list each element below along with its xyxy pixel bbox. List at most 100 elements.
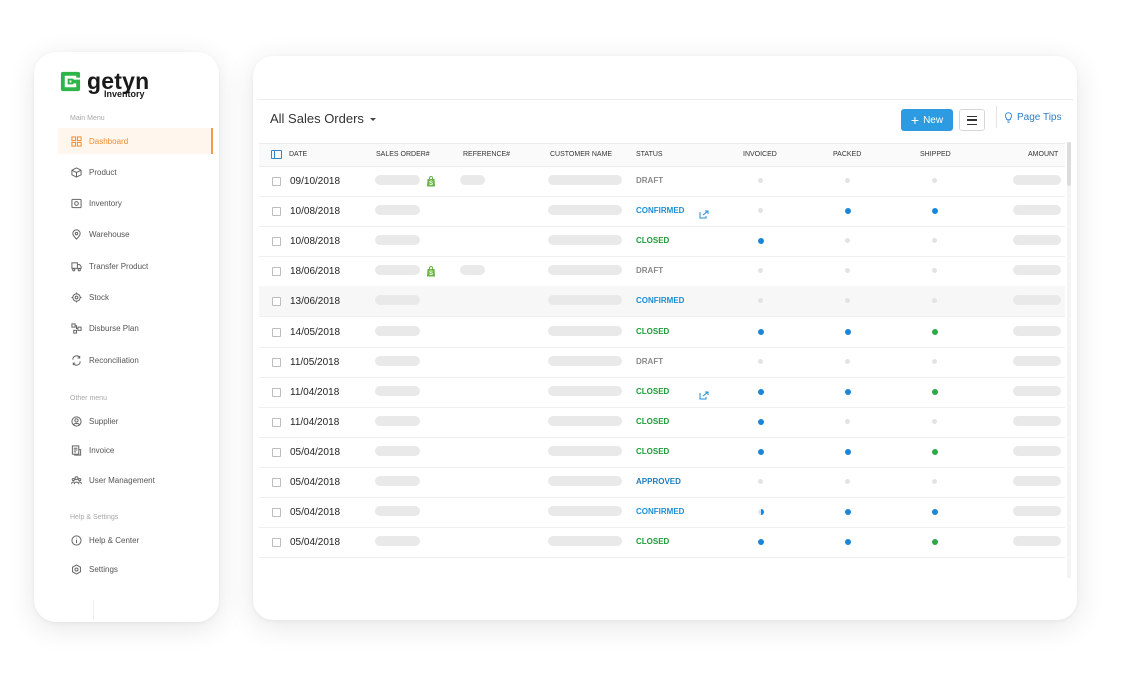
external-link-icon[interactable] xyxy=(699,387,709,400)
column-header-reference[interactable]: REFERENCE# xyxy=(463,151,511,158)
table-row[interactable]: 11/05/2018 DRAFT xyxy=(259,347,1065,378)
row-checkbox[interactable] xyxy=(272,357,281,367)
view-selector[interactable]: All Sales Orders xyxy=(270,111,376,126)
table-row[interactable]: 18/06/2018 S DRAFT xyxy=(259,256,1065,288)
sidebar-item-stock[interactable]: Stock xyxy=(58,285,211,311)
sidebar-item-supplier[interactable]: Supplier xyxy=(58,408,211,434)
invoiced-status-dot xyxy=(758,328,764,335)
scrollbar-track[interactable] xyxy=(1067,142,1071,578)
sidebar-item-label: Settings xyxy=(89,565,118,575)
table-row[interactable]: 11/04/2018 CLOSED xyxy=(259,377,1065,408)
amount-placeholder xyxy=(1013,205,1061,216)
invoiced-status-dot xyxy=(758,479,763,484)
order-date: 10/08/2018 xyxy=(290,206,341,218)
row-checkbox[interactable] xyxy=(272,447,281,457)
amount-placeholder xyxy=(1013,235,1061,246)
row-checkbox[interactable] xyxy=(272,267,281,277)
invoiced-status-dot xyxy=(758,238,764,245)
customer-name-placeholder xyxy=(548,536,622,547)
row-checkbox[interactable] xyxy=(272,387,281,397)
sidebar-item-help-center[interactable]: Help & Center xyxy=(58,527,211,553)
sidebar-item-reconciliation[interactable]: Reconciliation xyxy=(58,347,211,373)
column-header-date[interactable]: DATE xyxy=(289,151,308,158)
user-circle-icon xyxy=(70,415,82,427)
sidebar-item-label: Invoice xyxy=(89,446,115,456)
location-pin-icon xyxy=(70,229,82,241)
sidebar-item-disburse-plan[interactable]: Disburse Plan xyxy=(58,316,211,342)
invoiced-status-dot xyxy=(758,358,763,364)
scrollbar-thumb[interactable] xyxy=(1067,142,1071,186)
row-checkbox[interactable] xyxy=(272,237,281,247)
table-row[interactable]: 05/04/2018 APPROVED xyxy=(259,467,1065,498)
sidebar-item-user-management[interactable]: User Management xyxy=(58,467,211,493)
table-row[interactable]: 09/10/2018 S DRAFT xyxy=(259,166,1065,197)
sidebar-item-dashboard[interactable]: Dashboard xyxy=(58,128,213,154)
table-row[interactable]: 05/04/2018 CLOSED xyxy=(259,437,1065,468)
main-panel: All Sales Orders + New Page Tips DATE SAL… xyxy=(253,56,1077,620)
amount-placeholder xyxy=(1013,445,1061,456)
columns-config-icon[interactable] xyxy=(271,150,282,159)
table-row[interactable]: 11/04/2018 CLOSED xyxy=(259,407,1065,438)
sales-order-placeholder xyxy=(375,385,420,396)
invoiced-status-dot xyxy=(758,178,763,183)
row-checkbox[interactable] xyxy=(272,538,281,548)
invoice-icon xyxy=(70,445,82,457)
sidebar-item-label: Transfer Product xyxy=(89,261,149,271)
table-row[interactable]: 05/04/2018 CONFIRMED xyxy=(259,497,1065,529)
sidebar-divider xyxy=(93,600,94,620)
row-checkbox[interactable] xyxy=(272,207,281,217)
table-row[interactable]: 10/08/2018 CONFIRMED xyxy=(259,196,1065,228)
sidebar-item-transfer-product[interactable]: Transfer Product xyxy=(58,253,211,279)
svg-text:S: S xyxy=(429,271,433,277)
page-tips-link[interactable]: Page Tips xyxy=(1004,112,1061,123)
sidebar-item-settings[interactable]: Settings xyxy=(58,557,211,583)
row-checkbox[interactable] xyxy=(272,417,281,427)
amount-placeholder xyxy=(1013,476,1061,486)
external-link-icon[interactable] xyxy=(699,206,709,219)
shipped-status-dot xyxy=(932,539,938,546)
new-button[interactable]: + New xyxy=(901,109,953,131)
column-header-packed[interactable]: PACKED xyxy=(833,151,862,158)
column-header-sales-order[interactable]: SALES ORDER# xyxy=(376,151,430,158)
invoiced-status-dot xyxy=(758,448,764,455)
sidebar-item-invoice[interactable]: Invoice xyxy=(58,438,211,464)
row-checkbox[interactable] xyxy=(272,177,281,186)
order-date: 11/04/2018 xyxy=(290,386,340,398)
sidebar-item-product[interactable]: Product xyxy=(58,159,211,185)
table-row[interactable]: 05/04/2018 CLOSED xyxy=(259,527,1065,559)
column-header-customer-name[interactable]: CUSTOMER NAME xyxy=(550,151,613,158)
status-badge: DRAFT xyxy=(636,176,664,185)
sidebar-item-warehouse[interactable]: Warehouse xyxy=(58,222,211,248)
column-header-invoiced[interactable]: INVOICED xyxy=(743,151,777,158)
packed-status-dot xyxy=(845,268,850,274)
sales-order-placeholder xyxy=(375,536,420,547)
reconcile-icon xyxy=(70,354,82,366)
row-checkbox[interactable] xyxy=(272,327,281,337)
packed-status-dot xyxy=(845,418,850,424)
target-icon xyxy=(70,292,82,304)
table-row[interactable]: 10/08/2018 CLOSED xyxy=(259,226,1065,258)
shopify-bag-icon: S xyxy=(426,174,436,187)
customer-name-placeholder xyxy=(548,265,622,276)
sidebar-item-inventory[interactable]: Inventory xyxy=(58,191,211,217)
column-header-status[interactable]: STATUS xyxy=(636,151,663,158)
status-badge: CLOSED xyxy=(636,386,670,396)
customer-name-placeholder xyxy=(548,205,622,216)
shipped-status-dot xyxy=(932,328,938,335)
row-checkbox[interactable] xyxy=(272,478,281,487)
customer-name-placeholder xyxy=(548,506,622,517)
shopify-bag-icon: S xyxy=(426,264,436,277)
other-menu-label: Other menu xyxy=(70,395,107,402)
column-header-amount[interactable]: AMOUNT xyxy=(1028,151,1059,158)
more-menu-button[interactable] xyxy=(959,109,985,131)
column-header-shipped[interactable]: SHIPPED xyxy=(920,151,951,158)
table-row[interactable]: 13/06/2018 CONFIRMED xyxy=(259,286,1065,318)
status-badge: CONFIRMED xyxy=(636,206,685,216)
main-menu-label: Main Menu xyxy=(70,115,105,122)
order-date: 09/10/2018 xyxy=(290,176,341,187)
row-checkbox[interactable] xyxy=(272,297,281,307)
sidebar-item-label: Inventory xyxy=(89,199,122,209)
table-row[interactable]: 14/05/2018 CLOSED xyxy=(259,317,1065,348)
order-date: 13/06/2018 xyxy=(290,296,341,308)
row-checkbox[interactable] xyxy=(272,508,281,518)
